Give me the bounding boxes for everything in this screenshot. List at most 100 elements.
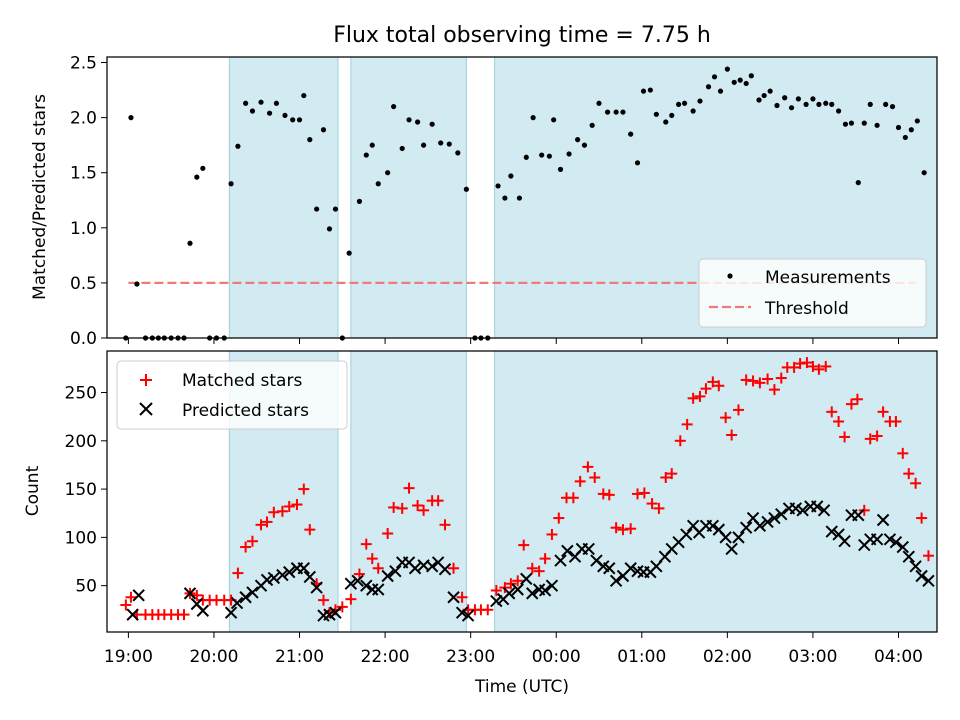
measurement-point	[194, 174, 200, 180]
predicted-star-point	[825, 525, 838, 538]
measurement-point	[508, 173, 514, 179]
measurement-point	[320, 127, 327, 133]
matched-star-point	[298, 483, 310, 495]
top-legend: Measurements Threshold	[698, 258, 927, 328]
predicted-star-point	[310, 581, 323, 594]
matched-star-point	[732, 404, 744, 416]
measurement-point	[438, 140, 444, 146]
measurement-point	[258, 99, 264, 105]
matched-star-point	[726, 429, 738, 441]
measurement-point	[332, 206, 339, 212]
measurement-point	[356, 198, 363, 204]
matched-star-point	[839, 431, 851, 443]
measurement-point	[446, 141, 452, 147]
predicted-star-point	[582, 542, 595, 556]
matched-star-point	[890, 415, 902, 427]
matched-star-point	[910, 477, 922, 489]
predicted-star-point	[889, 535, 903, 549]
measurement-point	[640, 88, 647, 94]
bottom-x-ticks: 19:00 20:00 21:00 22:00 23:00 00:00 01:00 02:00…	[104, 632, 923, 667]
predicted-star-point	[609, 574, 623, 588]
measurement-point	[823, 100, 829, 106]
measurement-point	[249, 108, 256, 114]
matched-star-point	[553, 512, 565, 524]
matched-star-point	[526, 562, 538, 574]
measurement-point	[187, 240, 193, 246]
predicted-star-point	[381, 569, 394, 583]
bottom-y-tick-label: 100	[65, 528, 97, 548]
predicted-star-point	[739, 521, 753, 534]
matched-star-point	[864, 433, 876, 445]
predicted-star-point	[297, 562, 311, 575]
predicted-star-point	[838, 535, 851, 548]
measurement-point	[724, 66, 730, 72]
measurement-point	[420, 142, 427, 148]
predicted-star-point	[239, 591, 252, 604]
measurement-point	[415, 119, 421, 125]
matched-star-point	[681, 418, 693, 430]
legend-marker-matched	[140, 374, 152, 386]
predicted-star-point	[817, 504, 831, 517]
matched-star-point	[833, 415, 845, 427]
measurement-point	[634, 160, 641, 166]
measurement-point	[921, 170, 927, 176]
predicted-star-point	[372, 583, 385, 596]
matched-star-point	[813, 363, 825, 375]
measurement-point	[604, 109, 611, 115]
measurement-point	[803, 101, 809, 107]
matched-star-point	[713, 380, 725, 392]
matched-star-point	[512, 575, 524, 587]
measurement-point	[589, 122, 595, 128]
predicted-star-point	[230, 596, 244, 610]
measurement-point	[406, 117, 412, 123]
measurement-point	[429, 121, 435, 127]
measurement-point	[842, 121, 849, 127]
legend-marker-measurements	[727, 273, 733, 279]
measurement-point	[883, 101, 889, 107]
measurement-point	[391, 103, 397, 110]
measurement-point	[375, 181, 381, 187]
measurement-point	[307, 137, 313, 143]
measurement-point	[737, 77, 743, 83]
chart-title: Flux total observing time = 7.75 h	[333, 23, 711, 48]
matched-star-point	[707, 376, 719, 388]
matched-star-point	[871, 430, 883, 442]
matched-star-point	[432, 495, 444, 507]
matched-star-point	[897, 447, 909, 459]
bottom-ylabel: Count	[23, 465, 43, 516]
measurement-point	[908, 127, 914, 133]
measurement-point	[530, 115, 536, 121]
predicted-star-point	[561, 544, 574, 558]
predicted-star-point	[283, 565, 296, 579]
measurement-point	[502, 195, 508, 201]
predicted-star-point	[132, 589, 145, 602]
measurement-point	[581, 142, 588, 148]
measurement-point	[551, 117, 557, 123]
matched-star-point	[768, 384, 780, 396]
predicted-star-point	[725, 542, 738, 556]
matched-star-point	[178, 609, 190, 621]
matched-star-point	[291, 499, 303, 511]
measurement-point	[463, 186, 469, 192]
matched-star-point	[877, 406, 889, 418]
matched-star-point	[518, 539, 530, 551]
bottom-y-tick-label: 200	[65, 432, 97, 452]
top-x-ticks	[127, 338, 899, 344]
measurement-point	[273, 100, 280, 106]
measurement-point	[495, 183, 501, 189]
measurement-point	[774, 102, 780, 109]
bottom-y-tick-label: 250	[65, 384, 97, 404]
measurement-point	[816, 101, 822, 107]
x-tick-label: 22:00	[361, 647, 410, 667]
measurement-point	[575, 137, 581, 143]
measurement-point	[539, 152, 545, 158]
measurement-point	[200, 165, 206, 171]
x-tick-label: 01:00	[617, 647, 666, 667]
predicted-star-point	[896, 540, 909, 554]
predicted-star-point	[344, 577, 358, 590]
matched-star-point	[694, 390, 706, 402]
matched-star-point	[232, 567, 244, 579]
measurement-point	[756, 97, 762, 103]
predicted-star-point	[183, 587, 197, 600]
